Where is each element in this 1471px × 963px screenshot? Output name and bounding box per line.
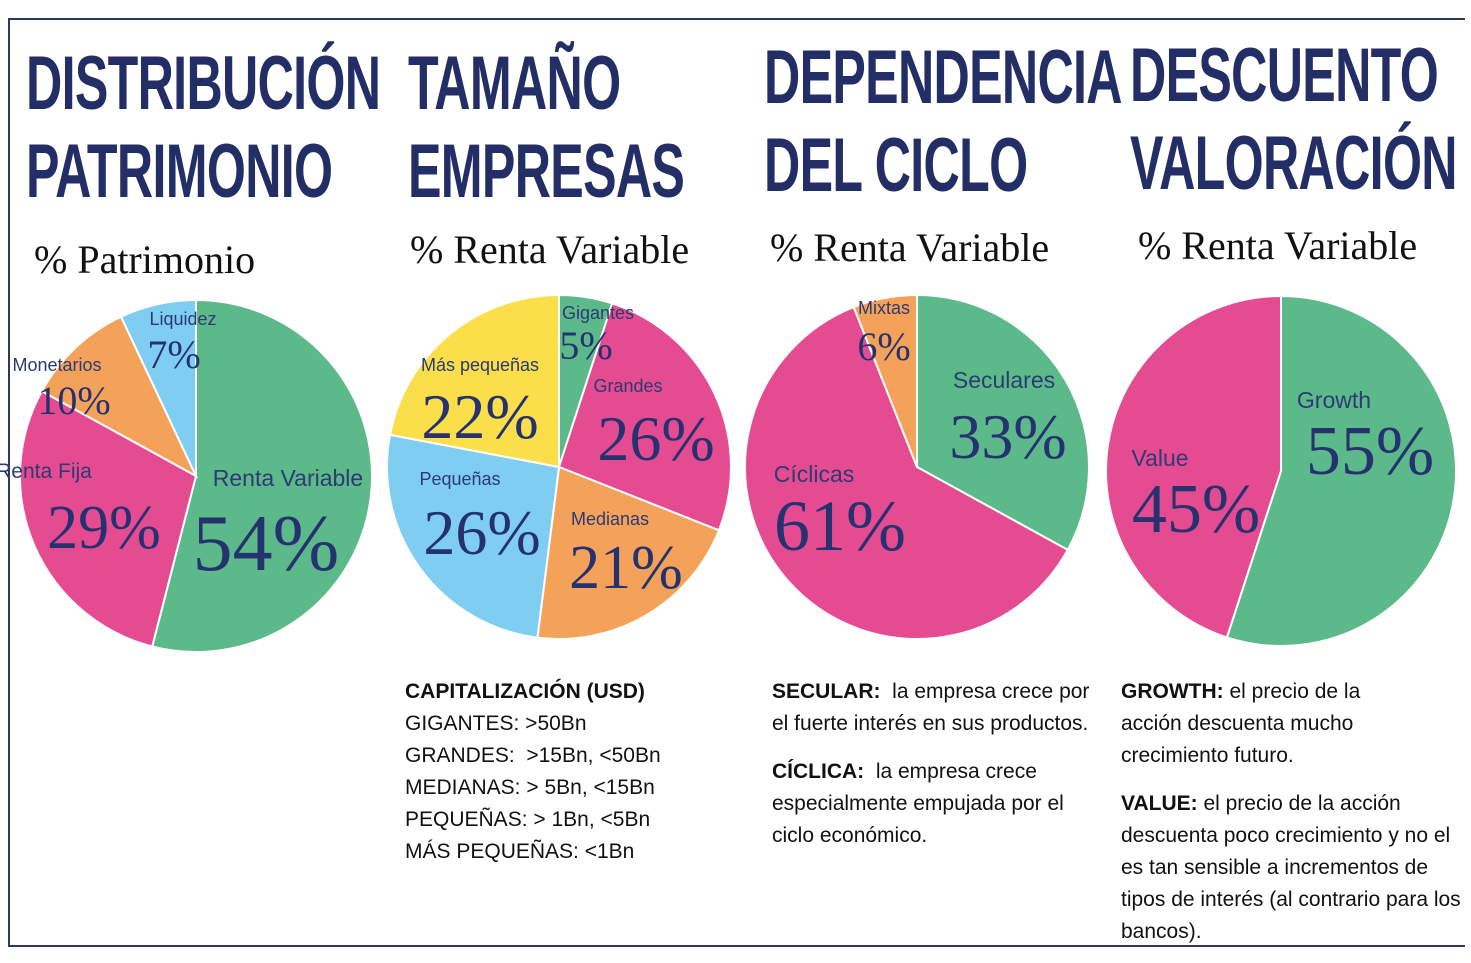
notes-line: GIGANTES: >50Bn (405, 712, 587, 735)
slice-label: Cíclicas (774, 461, 855, 487)
subtitle-renta-variable: % Renta Variable (410, 227, 690, 272)
title-line2: VALORACIÓN (1130, 121, 1458, 206)
slice-label: Liquidez (149, 309, 216, 329)
notes-label: SECULAR: (772, 680, 881, 703)
left-rule (8, 18, 10, 947)
title-dependencia-ciclo: DEPENDENCIA DEL CICLO (764, 34, 1123, 210)
subtitle-patrimonio: % Patrimonio (34, 237, 256, 282)
notes-line: GRANDES: >15Bn, <50Bn (405, 744, 661, 767)
notes-secular: SECULAR: la empresa crece por el fuerte … (772, 676, 1094, 740)
slice-label: Growth (1297, 387, 1371, 413)
slice-label: Renta Fija (0, 460, 92, 483)
slice-value: 54% (193, 500, 340, 588)
notes-label: CÍCLICA: (772, 760, 865, 783)
title-line1: DISTRIBUCIÓN (26, 41, 381, 126)
title-descuento-valoracion: DESCUENTO VALORACIÓN (1130, 32, 1458, 208)
pie-slice-liquidez (119, 298, 197, 477)
notes-ciclo: SECULAR: la empresa crece por el fuerte … (772, 676, 1094, 852)
slice-label: Más pequeñas (421, 355, 539, 375)
title-line2: PATRIMONIO (26, 129, 333, 214)
slice-value: 26% (597, 403, 714, 474)
pie-slice-value (1105, 294, 1282, 639)
notes-text: la empresa crece por el fuerte interés e… (772, 680, 1090, 735)
slice-value: 61% (774, 486, 906, 566)
slice-value: 22% (421, 381, 538, 452)
slice-value: 45% (1132, 471, 1260, 548)
slice-label: Mixtas (858, 298, 910, 318)
bottom-rule (10, 945, 1465, 947)
title-line1: TAMAÑO (408, 41, 621, 126)
notes-value: VALUE: el precio de la acción descuenta … (1121, 788, 1461, 948)
notes-line: MEDIANAS: > 5Bn, <15Bn (405, 776, 655, 799)
slice-value: 6% (857, 324, 910, 369)
slice-label: Grandes (593, 376, 662, 396)
title-line2: EMPRESAS (408, 129, 685, 214)
subtitle-renta-variable: % Renta Variable (1138, 223, 1418, 268)
title-line1: DEPENDENCIA (764, 35, 1123, 120)
notes-label: GROWTH: (1121, 680, 1224, 703)
slice-value: 21% (569, 534, 683, 602)
pie-slice-más-pequeñas (388, 293, 560, 469)
slice-label: Gigantes (562, 303, 634, 323)
slice-value: 10% (37, 378, 110, 423)
notes-ciclica: CÍCLICA: la empresa crece especialmente … (772, 756, 1094, 852)
slice-value: 33% (949, 401, 1066, 472)
pie-slice-mixtas (852, 293, 918, 468)
slice-value: 7% (147, 332, 200, 377)
slice-label: Renta Variable (213, 465, 363, 491)
top-rule (10, 18, 1465, 20)
pie-slice-medianas (536, 465, 721, 640)
slice-value: 29% (47, 494, 161, 562)
pie-slice-seculares (916, 293, 1090, 552)
slice-value: 55% (1306, 413, 1434, 490)
notes-text: el precio de la acción descuenta poco cr… (1121, 792, 1461, 943)
notes-line: MÁS PEQUEÑAS: <1Bn (405, 840, 635, 863)
pie-slice-growth (1225, 294, 1457, 647)
notes-line: PEQUEÑAS: > 1Bn, <5Bn (405, 808, 651, 831)
subtitle-renta-variable: % Renta Variable (770, 225, 1050, 270)
slice-label: Seculares (953, 367, 1055, 393)
notes-heading: CAPITALIZACIÓN (USD) (405, 680, 645, 703)
slice-label: Medianas (571, 509, 649, 529)
slice-label: Value (1131, 445, 1188, 471)
slice-value: 5% (559, 323, 612, 368)
pie-slice-monetarios (40, 315, 199, 479)
pie-slice-pequeñas (386, 433, 561, 639)
pie-slice-cíclicas (744, 305, 1070, 640)
title-tamano-empresas: TAMAÑO EMPRESAS (408, 40, 685, 216)
slice-label: Pequeñas (419, 469, 500, 489)
notes-growth: GROWTH: el precio de la acción descuenta… (1121, 676, 1461, 772)
notes-text: la empresa crece especialmente empujada … (772, 760, 1064, 847)
pie-slice-renta-variable (151, 298, 373, 653)
notes-capitalizacion: CAPITALIZACIÓN (USD) GIGANTES: >50Bn GRA… (405, 676, 735, 868)
title-line1: DESCUENTO (1130, 33, 1439, 118)
pie-slice-grandes (557, 302, 732, 532)
pie-slice-renta-fija (19, 389, 198, 648)
title-line2: DEL CICLO (764, 123, 1028, 208)
notes-text: el precio de la acción descuenta mucho c… (1121, 680, 1361, 767)
notes-valoracion: GROWTH: el precio de la acción descuenta… (1121, 676, 1461, 948)
slice-value: 26% (423, 497, 540, 568)
slice-label: Monetarios (12, 355, 101, 375)
title-distribucion-patrimonio: DISTRIBUCIÓN PATRIMONIO (26, 40, 381, 216)
notes-label: VALUE: (1121, 792, 1198, 815)
pie-chart-distribucion-patrimonio: Renta Variable 54% Renta Fija 29% Monetarios… (0, 298, 373, 653)
